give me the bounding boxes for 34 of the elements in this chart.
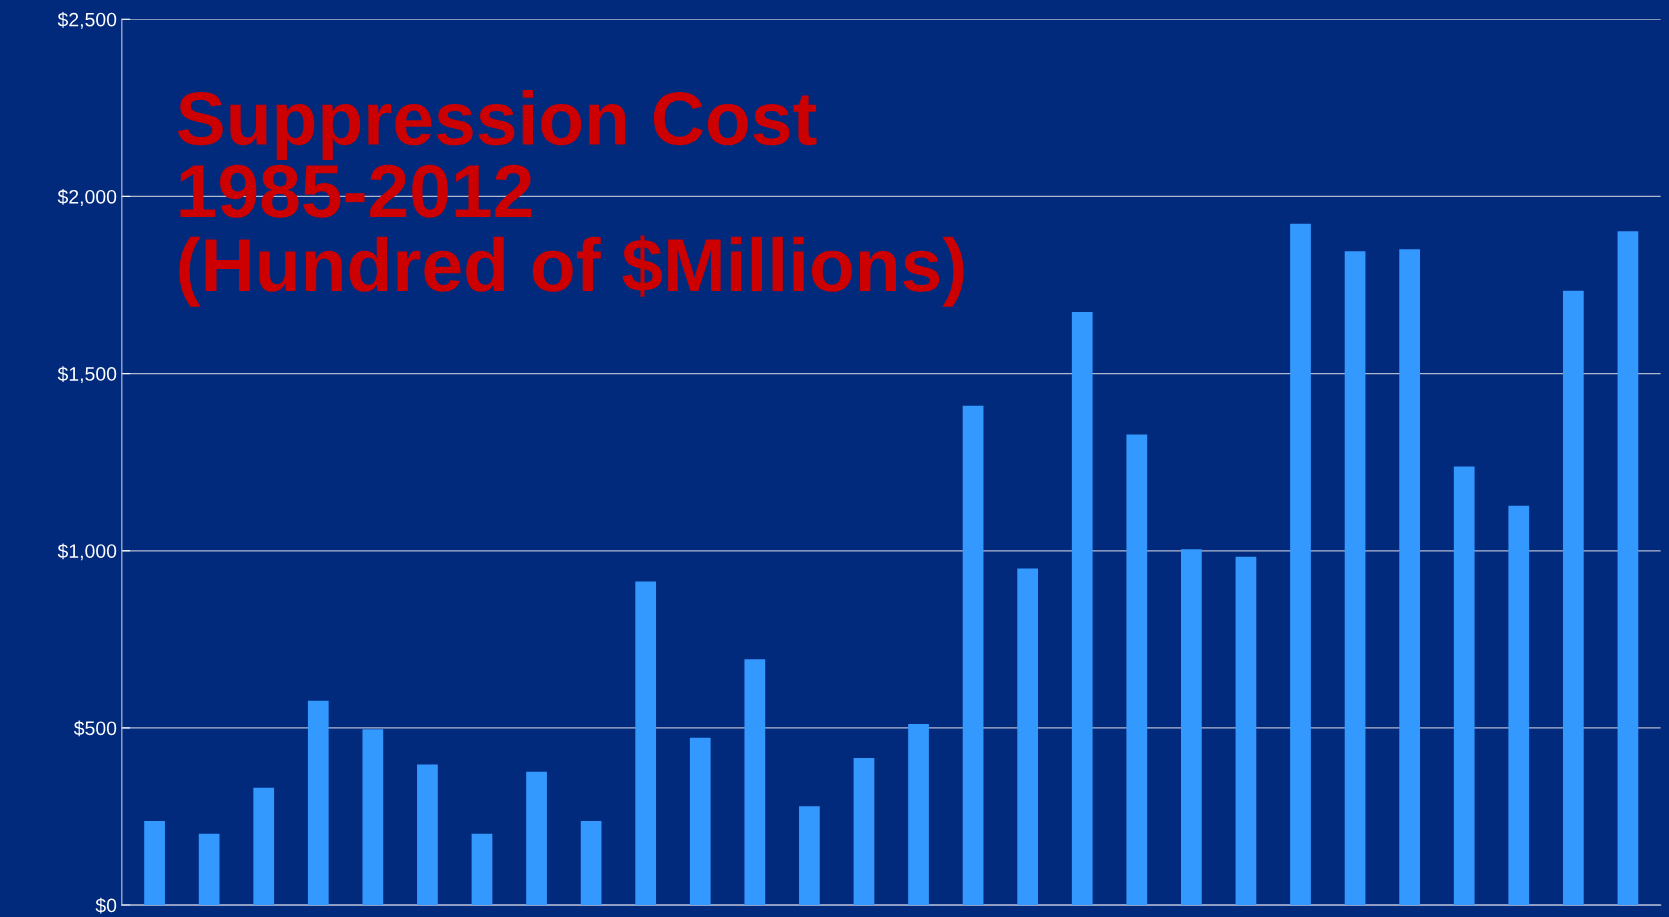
bar: [689, 737, 711, 906]
bar: [471, 833, 493, 906]
y-tick-label: $2,000: [57, 189, 117, 206]
bar: [417, 764, 438, 906]
y-tick-label: $500: [73, 720, 117, 737]
bar: [908, 724, 929, 906]
bar: [1453, 466, 1475, 906]
bar: [362, 729, 384, 906]
y-tick-label: $1,000: [57, 543, 117, 561]
bar: [580, 821, 602, 906]
bar: [744, 659, 766, 906]
bar: [799, 806, 820, 906]
y-tick-label: $1,500: [57, 366, 117, 384]
bar: [1617, 231, 1639, 906]
bar: [1399, 249, 1421, 906]
y-tick-label: $2,500: [57, 11, 117, 29]
y-tick-label: $0: [95, 897, 117, 914]
bar: [1017, 568, 1039, 906]
bar: [1181, 549, 1202, 906]
bar: [853, 758, 875, 906]
bar: [1235, 556, 1257, 906]
bar: [1344, 251, 1366, 906]
bar: [962, 405, 984, 906]
bar: [198, 833, 220, 906]
bar: [253, 787, 275, 906]
bar: [526, 771, 547, 906]
bar: [1508, 505, 1530, 906]
bar: [144, 821, 165, 906]
bar: [1290, 223, 1311, 906]
bar: [1562, 290, 1584, 906]
bar: [635, 581, 657, 906]
bar: [307, 700, 329, 906]
bar: [1126, 434, 1148, 906]
bar: [1071, 311, 1093, 906]
